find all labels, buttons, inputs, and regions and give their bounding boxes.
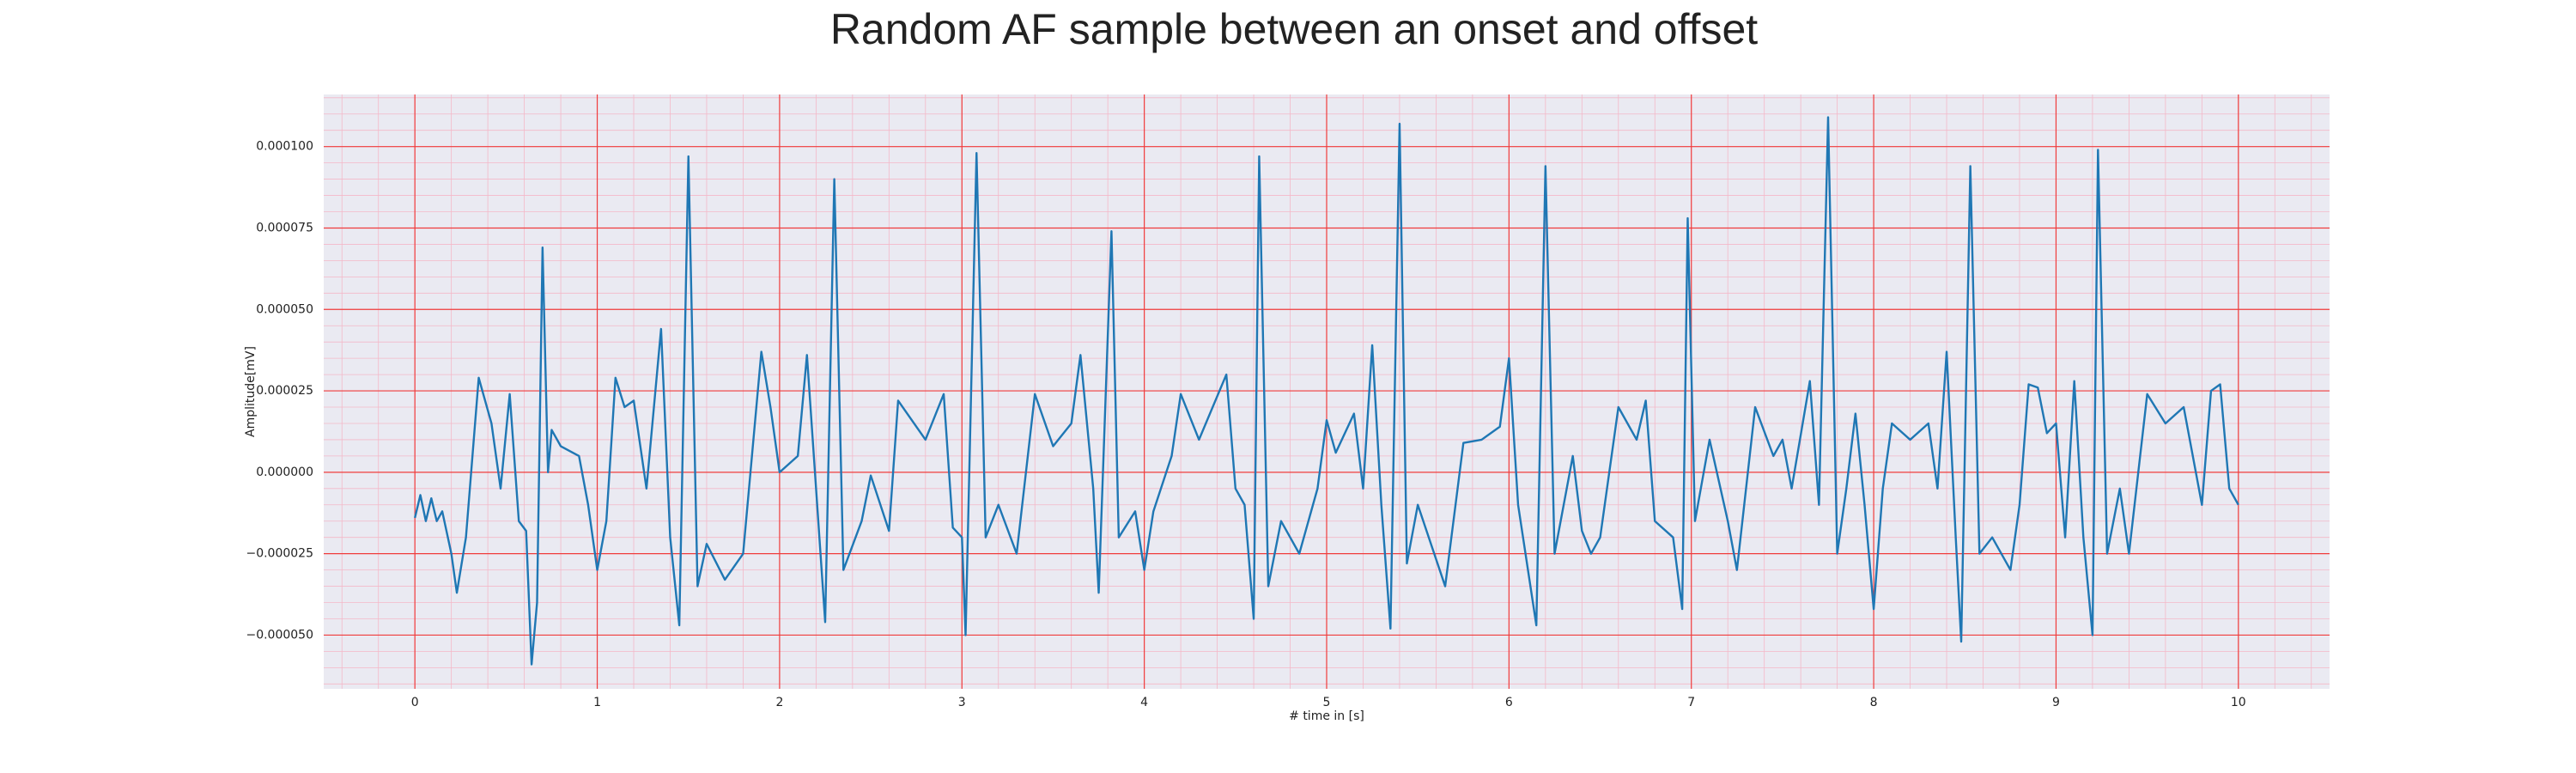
x-tick-label: 6 [1505, 696, 1513, 709]
x-tick-label: 5 [1323, 696, 1331, 709]
x-tick-label: 3 [958, 696, 966, 709]
y-tick-label: −0.000050 [246, 628, 313, 642]
x-tick-label: 10 [2231, 696, 2246, 709]
chart-title: Random AF sample between an onset and of… [830, 5, 1758, 53]
x-axis-label: # time in [s] [1289, 709, 1364, 723]
x-tick-label: 0 [411, 696, 419, 709]
x-tick-label: 2 [775, 696, 783, 709]
y-tick-label: −0.000025 [246, 547, 313, 561]
x-tick-label: 8 [1870, 696, 1878, 709]
y-tick-label: 0.000025 [256, 384, 313, 398]
y-axis-label: Amplitude[mV] [244, 346, 258, 437]
y-tick-label: 0.000075 [256, 221, 313, 234]
x-tick-label: 9 [2052, 696, 2060, 709]
x-tick-label: 7 [1687, 696, 1695, 709]
y-tick-label: 0.000050 [256, 302, 313, 316]
x-tick-label: 4 [1140, 696, 1148, 709]
y-tick-label: 0.000000 [256, 466, 313, 479]
signal-line [414, 116, 2239, 666]
y-tick-label: 0.000100 [256, 140, 313, 154]
x-tick-label: 1 [593, 696, 601, 709]
